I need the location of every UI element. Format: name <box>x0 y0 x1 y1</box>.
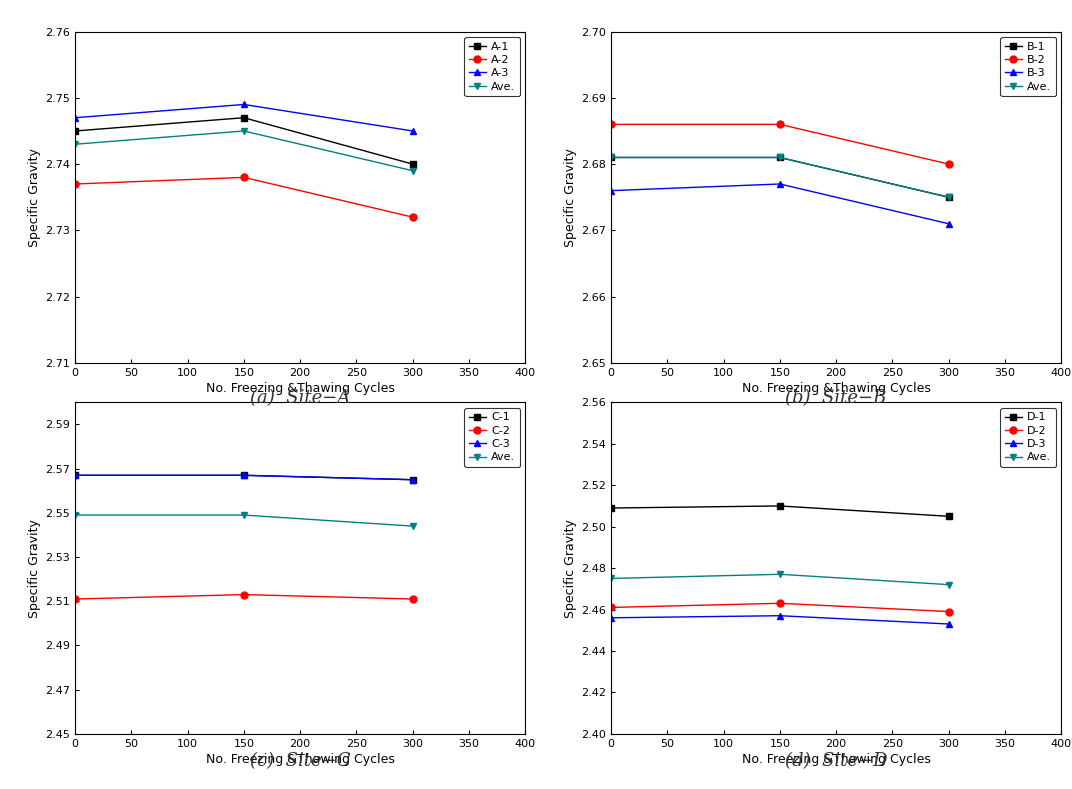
B-2 <box>942 159 955 169</box>
B-1 <box>605 153 617 163</box>
C-3 <box>406 475 419 484</box>
Line: Ave.: Ave. <box>608 154 952 200</box>
D-1 <box>605 503 617 513</box>
Ave. <box>237 510 250 520</box>
B-1 <box>942 193 955 202</box>
C-1 <box>69 470 81 480</box>
A-3 <box>69 113 81 122</box>
Line: Ave.: Ave. <box>72 128 416 174</box>
D-2 <box>605 603 617 612</box>
Ave. <box>406 166 419 175</box>
Y-axis label: Specific Gravity: Specific Gravity <box>28 148 41 247</box>
X-axis label: No. Freezing &Thawing Cycles: No. Freezing &Thawing Cycles <box>206 753 394 766</box>
Ave. <box>942 193 955 202</box>
D-3 <box>774 611 787 620</box>
Line: A-3: A-3 <box>72 101 416 134</box>
C-2 <box>69 594 81 604</box>
X-axis label: No. Freezing &Thawing Cycles: No. Freezing &Thawing Cycles <box>206 382 394 395</box>
A-1 <box>237 113 250 122</box>
Line: D-1: D-1 <box>608 503 952 520</box>
Line: D-2: D-2 <box>608 600 952 615</box>
A-3 <box>406 126 419 136</box>
Ave. <box>942 580 955 589</box>
Legend: B-1, B-2, B-3, Ave.: B-1, B-2, B-3, Ave. <box>1000 37 1056 96</box>
Text: (c)  Site−C: (c) Site−C <box>250 753 351 770</box>
Line: B-3: B-3 <box>608 181 952 227</box>
B-1 <box>774 153 787 163</box>
Line: Ave.: Ave. <box>72 511 416 529</box>
D-2 <box>942 607 955 616</box>
A-1 <box>406 159 419 169</box>
X-axis label: No. Freezing &Thawing Cycles: No. Freezing &Thawing Cycles <box>742 382 930 395</box>
Legend: A-1, A-2, A-3, Ave.: A-1, A-2, A-3, Ave. <box>464 37 520 96</box>
Line: B-2: B-2 <box>608 121 952 167</box>
Line: C-3: C-3 <box>72 472 416 483</box>
C-1 <box>406 475 419 484</box>
X-axis label: No. Freezing &Thawing Cycles: No. Freezing &Thawing Cycles <box>742 753 930 766</box>
A-2 <box>69 179 81 189</box>
Ave. <box>406 522 419 531</box>
Legend: C-1, C-2, C-3, Ave.: C-1, C-2, C-3, Ave. <box>464 408 520 467</box>
Ave. <box>69 510 81 520</box>
Line: D-3: D-3 <box>608 612 952 627</box>
Y-axis label: Specific Gravity: Specific Gravity <box>564 148 577 247</box>
D-3 <box>605 613 617 623</box>
D-1 <box>774 501 787 510</box>
Line: A-1: A-1 <box>72 114 416 167</box>
Legend: D-1, D-2, D-3, Ave.: D-1, D-2, D-3, Ave. <box>1000 408 1056 467</box>
Ave. <box>605 153 617 163</box>
Text: (d)  Site−D: (d) Site−D <box>785 753 888 770</box>
D-1 <box>942 511 955 521</box>
B-2 <box>605 120 617 129</box>
Ave. <box>774 570 787 579</box>
D-2 <box>774 599 787 608</box>
A-3 <box>237 99 250 109</box>
Ave. <box>69 140 81 149</box>
Line: C-2: C-2 <box>72 591 416 603</box>
A-2 <box>237 173 250 182</box>
B-2 <box>774 120 787 129</box>
C-3 <box>69 470 81 480</box>
Y-axis label: Specific Gravity: Specific Gravity <box>28 518 41 618</box>
B-3 <box>605 186 617 196</box>
C-2 <box>237 590 250 600</box>
Text: (b)  Site−B: (b) Site−B <box>786 390 887 407</box>
A-1 <box>69 126 81 136</box>
C-2 <box>406 594 419 604</box>
D-3 <box>942 619 955 629</box>
Ave. <box>237 126 250 136</box>
Line: Ave.: Ave. <box>608 570 952 588</box>
C-3 <box>237 470 250 480</box>
Y-axis label: Specific Gravity: Specific Gravity <box>564 518 577 618</box>
Ave. <box>774 153 787 163</box>
Line: A-2: A-2 <box>72 174 416 221</box>
B-3 <box>774 179 787 189</box>
Line: C-1: C-1 <box>72 472 416 483</box>
C-1 <box>237 470 250 480</box>
Line: B-1: B-1 <box>608 154 952 200</box>
Ave. <box>605 574 617 583</box>
A-2 <box>406 212 419 222</box>
Text: (a)  Site−A: (a) Site−A <box>250 390 351 407</box>
B-3 <box>942 219 955 229</box>
